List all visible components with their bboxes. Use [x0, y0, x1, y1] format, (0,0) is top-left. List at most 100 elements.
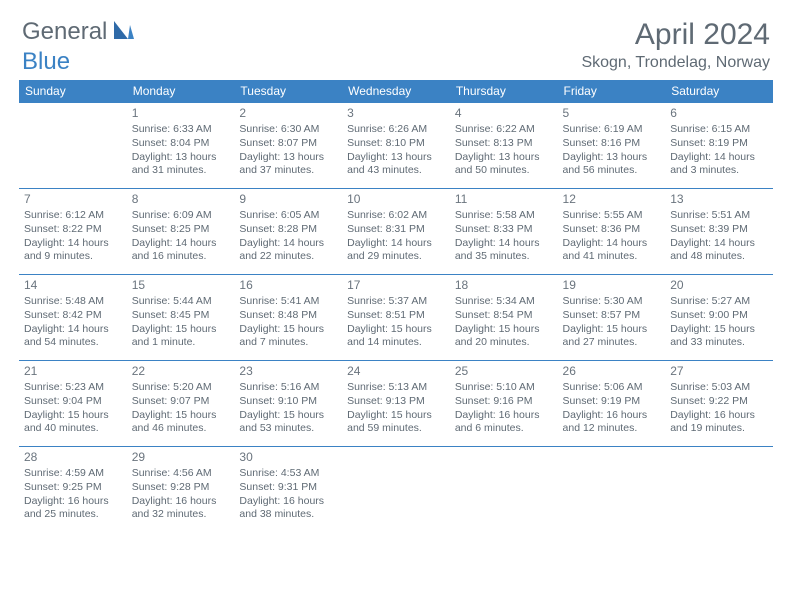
- daylight-text: Daylight: 16 hours: [239, 495, 337, 509]
- daylight-text: Daylight: 13 hours: [347, 151, 445, 165]
- daylight-text: and 14 minutes.: [347, 336, 445, 350]
- daylight-text: Daylight: 14 hours: [239, 237, 337, 251]
- calendar-day-cell: 27Sunrise: 5:03 AMSunset: 9:22 PMDayligh…: [665, 361, 773, 447]
- weekday-header: Tuesday: [234, 80, 342, 103]
- weekday-header: Saturday: [665, 80, 773, 103]
- daylight-text: Daylight: 13 hours: [132, 151, 230, 165]
- sunset-text: Sunset: 9:16 PM: [455, 395, 553, 409]
- calendar-table: Sunday Monday Tuesday Wednesday Thursday…: [19, 80, 773, 533]
- sunrise-text: Sunrise: 5:16 AM: [239, 381, 337, 395]
- daylight-text: Daylight: 13 hours: [239, 151, 337, 165]
- calendar-day-cell: 9Sunrise: 6:05 AMSunset: 8:28 PMDaylight…: [234, 189, 342, 275]
- weekday-header: Wednesday: [342, 80, 450, 103]
- day-number: 24: [347, 364, 445, 380]
- day-number: 26: [563, 364, 661, 380]
- daylight-text: and 9 minutes.: [24, 250, 122, 264]
- sunset-text: Sunset: 8:57 PM: [563, 309, 661, 323]
- daylight-text: and 31 minutes.: [132, 164, 230, 178]
- sunset-text: Sunset: 8:51 PM: [347, 309, 445, 323]
- day-number: 20: [670, 278, 768, 294]
- logo-text-general: General: [22, 18, 107, 46]
- daylight-text: and 59 minutes.: [347, 422, 445, 436]
- sunset-text: Sunset: 8:10 PM: [347, 137, 445, 151]
- day-number: 11: [455, 192, 553, 208]
- sunset-text: Sunset: 8:45 PM: [132, 309, 230, 323]
- calendar-day-cell: 5Sunrise: 6:19 AMSunset: 8:16 PMDaylight…: [558, 103, 666, 189]
- sunset-text: Sunset: 8:36 PM: [563, 223, 661, 237]
- daylight-text: and 7 minutes.: [239, 336, 337, 350]
- daylight-text: Daylight: 16 hours: [563, 409, 661, 423]
- logo-blue-row: Blue: [22, 48, 70, 76]
- daylight-text: and 41 minutes.: [563, 250, 661, 264]
- daylight-text: and 33 minutes.: [670, 336, 768, 350]
- day-number: 25: [455, 364, 553, 380]
- calendar-day-cell: 13Sunrise: 5:51 AMSunset: 8:39 PMDayligh…: [665, 189, 773, 275]
- sunset-text: Sunset: 8:07 PM: [239, 137, 337, 151]
- daylight-text: and 50 minutes.: [455, 164, 553, 178]
- day-number: 5: [563, 106, 661, 122]
- weekday-header: Thursday: [450, 80, 558, 103]
- day-number: 2: [239, 106, 337, 122]
- calendar-day-cell: 14Sunrise: 5:48 AMSunset: 8:42 PMDayligh…: [19, 275, 127, 361]
- calendar-day-cell: 16Sunrise: 5:41 AMSunset: 8:48 PMDayligh…: [234, 275, 342, 361]
- weekday-header: Sunday: [19, 80, 127, 103]
- sunrise-text: Sunrise: 5:23 AM: [24, 381, 122, 395]
- sunrise-text: Sunrise: 4:53 AM: [239, 467, 337, 481]
- sunset-text: Sunset: 9:22 PM: [670, 395, 768, 409]
- daylight-text: and 12 minutes.: [563, 422, 661, 436]
- sunrise-text: Sunrise: 6:02 AM: [347, 209, 445, 223]
- calendar-day-cell: 11Sunrise: 5:58 AMSunset: 8:33 PMDayligh…: [450, 189, 558, 275]
- calendar-day-cell: 18Sunrise: 5:34 AMSunset: 8:54 PMDayligh…: [450, 275, 558, 361]
- sunset-text: Sunset: 9:04 PM: [24, 395, 122, 409]
- sunrise-text: Sunrise: 4:59 AM: [24, 467, 122, 481]
- day-number: 23: [239, 364, 337, 380]
- sunset-text: Sunset: 8:54 PM: [455, 309, 553, 323]
- sunrise-text: Sunrise: 5:48 AM: [24, 295, 122, 309]
- sunset-text: Sunset: 8:33 PM: [455, 223, 553, 237]
- sunset-text: Sunset: 9:10 PM: [239, 395, 337, 409]
- day-number: 19: [563, 278, 661, 294]
- calendar-day-cell: 21Sunrise: 5:23 AMSunset: 9:04 PMDayligh…: [19, 361, 127, 447]
- page-title: April 2024: [581, 18, 770, 52]
- daylight-text: and 54 minutes.: [24, 336, 122, 350]
- sunrise-text: Sunrise: 6:22 AM: [455, 123, 553, 137]
- sunrise-text: Sunrise: 6:05 AM: [239, 209, 337, 223]
- day-number: 8: [132, 192, 230, 208]
- sunset-text: Sunset: 9:07 PM: [132, 395, 230, 409]
- daylight-text: Daylight: 15 hours: [347, 409, 445, 423]
- daylight-text: and 46 minutes.: [132, 422, 230, 436]
- logo-text-blue: Blue: [22, 48, 70, 75]
- sunset-text: Sunset: 8:28 PM: [239, 223, 337, 237]
- calendar-week-row: 14Sunrise: 5:48 AMSunset: 8:42 PMDayligh…: [19, 275, 773, 361]
- calendar-day-cell: 10Sunrise: 6:02 AMSunset: 8:31 PMDayligh…: [342, 189, 450, 275]
- calendar-day-cell: 20Sunrise: 5:27 AMSunset: 9:00 PMDayligh…: [665, 275, 773, 361]
- day-number: 10: [347, 192, 445, 208]
- calendar-day-cell: 30Sunrise: 4:53 AMSunset: 9:31 PMDayligh…: [234, 447, 342, 533]
- sunset-text: Sunset: 9:31 PM: [239, 481, 337, 495]
- day-number: 6: [670, 106, 768, 122]
- sunrise-text: Sunrise: 5:06 AM: [563, 381, 661, 395]
- calendar-week-row: 7Sunrise: 6:12 AMSunset: 8:22 PMDaylight…: [19, 189, 773, 275]
- day-number: 17: [347, 278, 445, 294]
- daylight-text: and 22 minutes.: [239, 250, 337, 264]
- calendar-day-cell: 7Sunrise: 6:12 AMSunset: 8:22 PMDaylight…: [19, 189, 127, 275]
- day-number: 12: [563, 192, 661, 208]
- daylight-text: and 20 minutes.: [455, 336, 553, 350]
- sunrise-text: Sunrise: 5:41 AM: [239, 295, 337, 309]
- daylight-text: Daylight: 16 hours: [455, 409, 553, 423]
- logo-sail-icon: [112, 19, 136, 46]
- daylight-text: and 56 minutes.: [563, 164, 661, 178]
- daylight-text: Daylight: 15 hours: [563, 323, 661, 337]
- daylight-text: and 43 minutes.: [347, 164, 445, 178]
- sunrise-text: Sunrise: 6:09 AM: [132, 209, 230, 223]
- day-number: 1: [132, 106, 230, 122]
- calendar-day-cell: 22Sunrise: 5:20 AMSunset: 9:07 PMDayligh…: [127, 361, 235, 447]
- sunrise-text: Sunrise: 5:44 AM: [132, 295, 230, 309]
- day-number: 13: [670, 192, 768, 208]
- daylight-text: and 53 minutes.: [239, 422, 337, 436]
- daylight-text: Daylight: 14 hours: [24, 237, 122, 251]
- calendar-day-cell: 19Sunrise: 5:30 AMSunset: 8:57 PMDayligh…: [558, 275, 666, 361]
- sunrise-text: Sunrise: 4:56 AM: [132, 467, 230, 481]
- daylight-text: and 27 minutes.: [563, 336, 661, 350]
- day-number: 15: [132, 278, 230, 294]
